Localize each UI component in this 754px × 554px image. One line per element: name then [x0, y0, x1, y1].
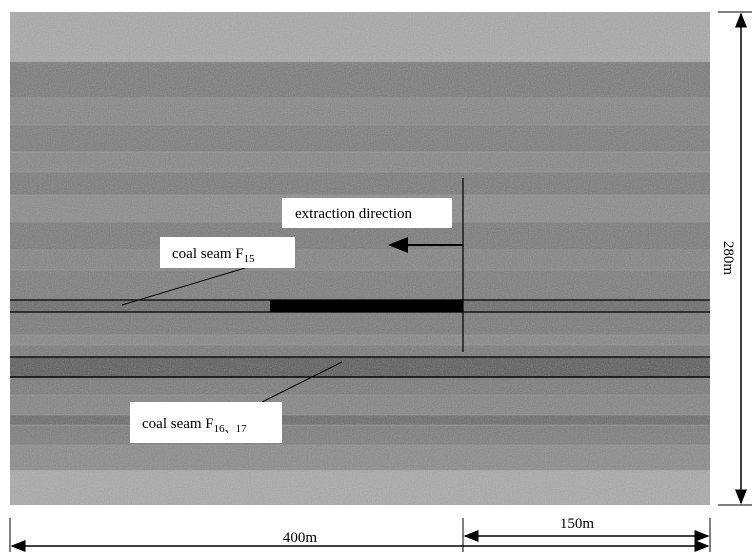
extracted-panel: [270, 300, 463, 312]
texture: [10, 12, 710, 505]
diagram: extraction direction coal seam F15 coal …: [0, 0, 754, 554]
label-text: coal seam F: [172, 246, 244, 262]
label-subscript: 16、17: [214, 423, 247, 435]
dim-label: 280m: [720, 241, 736, 276]
label: extraction direction: [295, 206, 413, 222]
dim-label: 400m: [283, 530, 318, 546]
page: extraction direction coal seam F15 coal …: [0, 0, 754, 554]
label-text: coal seam F: [142, 416, 214, 432]
label-subscript: 15: [244, 253, 256, 265]
dim-label: 150m: [560, 516, 595, 532]
